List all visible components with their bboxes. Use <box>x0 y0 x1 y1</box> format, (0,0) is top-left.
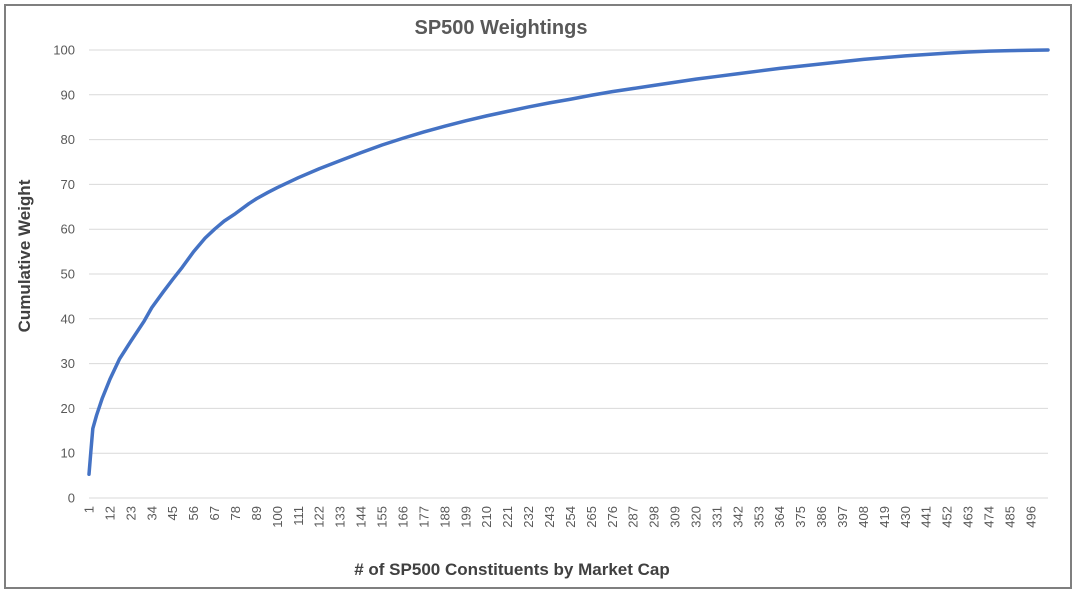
x-tick-label: 298 <box>647 506 662 528</box>
x-tick-label: 496 <box>1023 506 1038 528</box>
x-tick-label: 210 <box>479 506 494 528</box>
x-tick-label: 320 <box>688 506 703 528</box>
y-tick-label: 70 <box>61 177 75 192</box>
x-tick-label: 485 <box>1002 506 1017 528</box>
x-tick-label: 408 <box>856 506 871 528</box>
y-tick-label: 20 <box>61 401 75 416</box>
x-tick-label: 155 <box>375 506 390 528</box>
chart-title: SP500 Weightings <box>414 17 587 39</box>
y-axis-title: Cumulative Weight <box>15 179 34 332</box>
x-tick-label: 221 <box>500 506 515 528</box>
x-tick-label: 122 <box>312 506 327 528</box>
x-tick-label: 1 <box>82 506 97 513</box>
x-tick-label: 331 <box>709 506 724 528</box>
y-tick-label: 50 <box>61 267 75 282</box>
x-axis-title: # of SP500 Constituents by Market Cap <box>354 560 670 579</box>
x-tick-label: 243 <box>542 506 557 528</box>
y-tick-label: 80 <box>61 132 75 147</box>
x-tick-label: 12 <box>102 506 117 520</box>
x-tick-label: 364 <box>772 506 787 528</box>
x-tick-label: 45 <box>165 506 180 520</box>
x-tick-label: 353 <box>751 506 766 528</box>
gridlines <box>89 49 1048 499</box>
y-tick-label: 60 <box>61 222 75 237</box>
x-tick-label: 166 <box>395 506 410 528</box>
x-tick-label: 430 <box>898 506 913 528</box>
x-tick-label: 265 <box>584 506 599 528</box>
x-tick-label: 232 <box>521 506 536 528</box>
x-tick-label: 111 <box>291 506 306 526</box>
x-tick-label: 287 <box>626 506 641 528</box>
x-tick-label: 452 <box>940 506 955 528</box>
x-tick-label: 397 <box>835 506 850 528</box>
x-tick-label: 34 <box>144 506 159 520</box>
x-tick-label: 144 <box>354 506 369 528</box>
x-tick-label: 342 <box>730 506 745 528</box>
y-tick-labels: 0 10 20 30 40 50 60 70 80 90 100 <box>53 43 75 506</box>
x-tick-label: 67 <box>207 506 222 520</box>
x-tick-label: 375 <box>793 506 808 528</box>
x-tick-label: 133 <box>333 506 348 528</box>
y-tick-label: 10 <box>61 446 75 461</box>
x-tick-label: 386 <box>814 506 829 528</box>
x-tick-label: 199 <box>458 506 473 528</box>
y-tick-label: 100 <box>53 43 75 58</box>
x-tick-label: 177 <box>416 506 431 528</box>
y-tick-label: 90 <box>61 87 75 102</box>
chart-frame <box>4 4 1072 589</box>
x-tick-label: 441 <box>919 506 934 528</box>
x-tick-labels: 1 12 23 34 45 56 67 78 89 100 111 122 133 144 155 166 17… <box>82 506 1039 528</box>
y-tick-label: 40 <box>61 311 75 326</box>
x-tick-label: 463 <box>961 506 976 528</box>
series-layer <box>87 48 1050 477</box>
x-tick-label: 419 <box>877 506 892 528</box>
x-tick-label: 23 <box>123 506 138 520</box>
x-tick-label: 309 <box>668 506 683 528</box>
x-tick-label: 78 <box>228 506 243 520</box>
x-tick-label: 89 <box>249 506 264 520</box>
x-tick-label: 474 <box>982 506 997 528</box>
x-tick-label: 188 <box>437 506 452 528</box>
y-tick-label: 0 <box>68 491 75 506</box>
x-tick-label: 276 <box>605 506 620 528</box>
x-tick-label: 254 <box>563 506 578 528</box>
series-line <box>87 48 1050 477</box>
x-tick-label: 56 <box>186 506 201 520</box>
x-tick-label: 100 <box>270 506 285 528</box>
y-tick-label: 30 <box>61 356 75 371</box>
